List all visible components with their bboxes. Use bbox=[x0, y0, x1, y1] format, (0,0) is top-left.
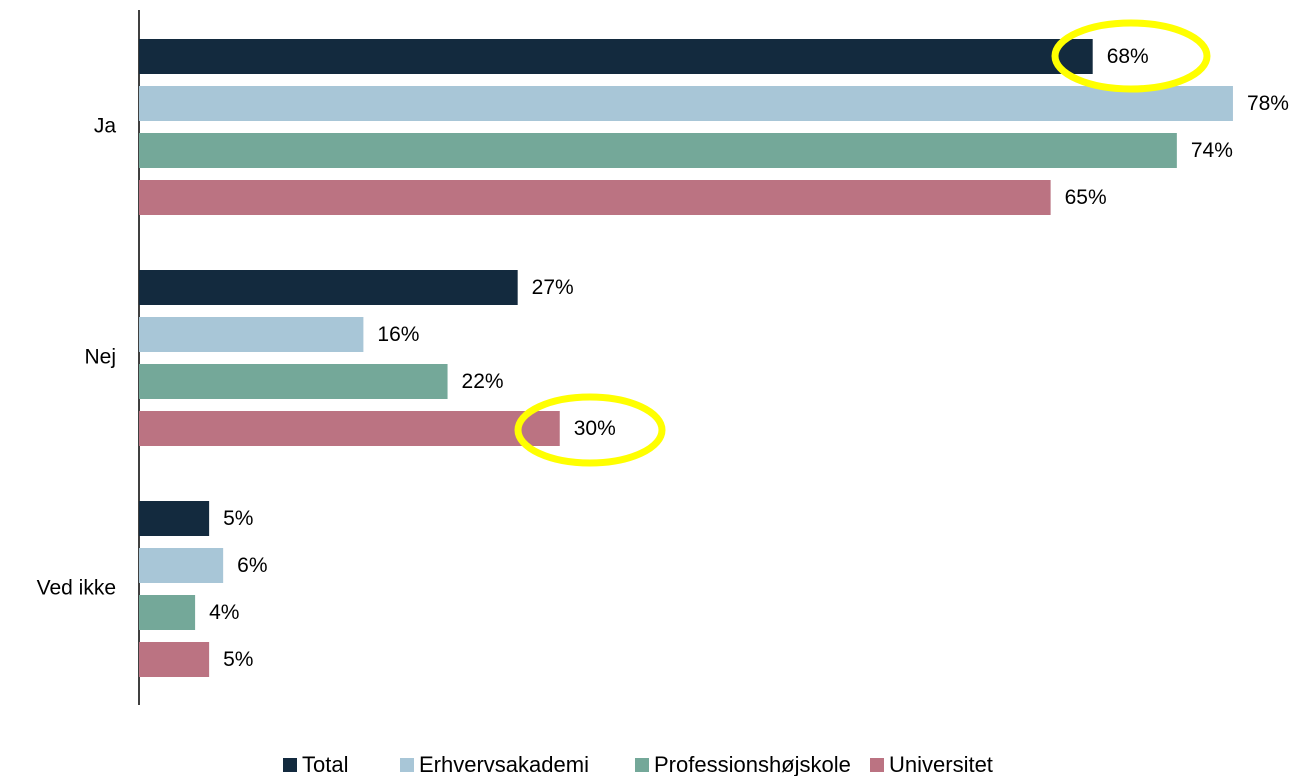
legend-label: Total bbox=[302, 752, 348, 776]
y-tick-label: Ja bbox=[94, 115, 117, 138]
data-label: 5% bbox=[223, 507, 253, 530]
legend-label: Erhvervsakademi bbox=[419, 752, 589, 776]
bar bbox=[139, 39, 1093, 74]
legend-swatch bbox=[283, 758, 297, 772]
bar bbox=[139, 270, 518, 305]
bar bbox=[139, 86, 1233, 121]
bar bbox=[139, 180, 1051, 215]
y-tick-label: Nej bbox=[84, 346, 116, 369]
highlight bbox=[514, 393, 666, 467]
data-label: 22% bbox=[462, 370, 504, 393]
data-label: 27% bbox=[532, 276, 574, 299]
bar bbox=[139, 317, 364, 352]
plot: Ja 68% 78% 74% 65% Nej 27% 16% 22% 30% Ved ikke 5% 6… bbox=[37, 39, 1289, 677]
bar bbox=[139, 642, 210, 677]
bar bbox=[139, 411, 560, 446]
data-label: 6% bbox=[237, 554, 267, 577]
legend-swatch bbox=[635, 758, 649, 772]
y-tick-label: Ved ikke bbox=[37, 577, 116, 600]
bar bbox=[139, 364, 448, 399]
legend-swatch bbox=[400, 758, 414, 772]
data-label: 74% bbox=[1191, 139, 1233, 162]
bar bbox=[139, 595, 196, 630]
data-label: 68% bbox=[1107, 45, 1149, 68]
data-label: 16% bbox=[377, 323, 419, 346]
legend-swatch bbox=[870, 758, 884, 772]
data-label: 4% bbox=[209, 601, 239, 624]
bar bbox=[139, 548, 224, 583]
data-label: 65% bbox=[1065, 186, 1107, 209]
data-label: 5% bbox=[223, 648, 253, 671]
data-label: 78% bbox=[1247, 92, 1289, 115]
data-label: 30% bbox=[574, 417, 616, 440]
legend: Total Erhvervsakademi Professionshøjskole U… bbox=[283, 752, 993, 776]
legend-label: Professionshøjskole bbox=[654, 752, 851, 776]
highlight bbox=[1051, 19, 1211, 93]
legend-label: Universitet bbox=[889, 752, 993, 776]
bar bbox=[139, 501, 210, 536]
bar bbox=[139, 133, 1177, 168]
